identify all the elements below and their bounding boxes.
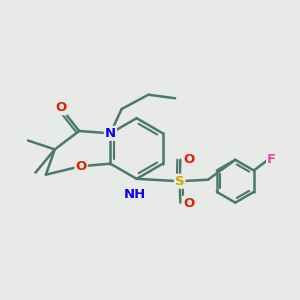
Text: NH: NH xyxy=(124,188,146,201)
Text: O: O xyxy=(76,160,87,173)
Text: O: O xyxy=(183,153,194,166)
Text: N: N xyxy=(105,127,116,140)
Text: S: S xyxy=(175,175,184,188)
Text: O: O xyxy=(183,197,194,210)
Text: F: F xyxy=(267,153,276,166)
Text: O: O xyxy=(55,101,66,114)
